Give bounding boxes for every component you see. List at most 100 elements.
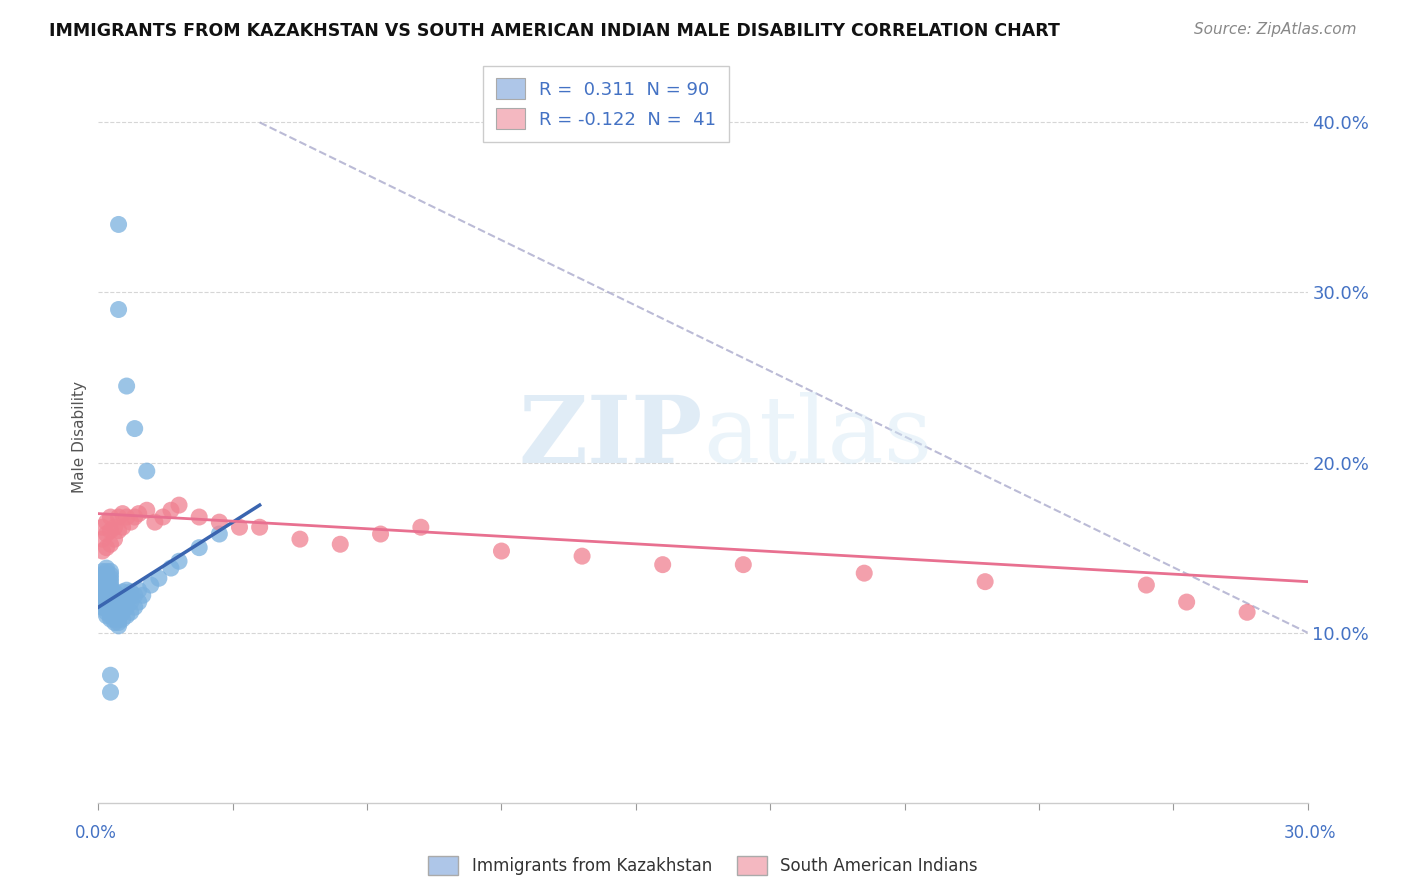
Point bbox=[288, 532, 311, 546]
Point bbox=[152, 510, 174, 524]
Point bbox=[100, 571, 122, 585]
Point bbox=[103, 532, 125, 546]
Point bbox=[208, 527, 231, 541]
Point bbox=[91, 532, 114, 546]
Point bbox=[329, 537, 352, 551]
Point bbox=[96, 608, 118, 623]
Point bbox=[96, 578, 118, 592]
Point bbox=[107, 302, 129, 317]
Point bbox=[91, 591, 114, 606]
Point bbox=[111, 520, 134, 534]
Point bbox=[1236, 605, 1258, 619]
Point bbox=[111, 507, 134, 521]
Point bbox=[100, 595, 122, 609]
Point bbox=[143, 515, 166, 529]
Point bbox=[100, 585, 122, 599]
Point bbox=[103, 585, 125, 599]
Point bbox=[188, 510, 211, 524]
Point bbox=[128, 595, 150, 609]
Point bbox=[100, 565, 122, 579]
Point bbox=[120, 605, 142, 619]
Point bbox=[100, 588, 122, 602]
Point bbox=[111, 605, 134, 619]
Point bbox=[111, 591, 134, 606]
Point bbox=[96, 605, 118, 619]
Point bbox=[167, 554, 190, 568]
Point bbox=[115, 510, 138, 524]
Point bbox=[96, 567, 118, 582]
Point bbox=[1175, 595, 1198, 609]
Point bbox=[124, 421, 146, 435]
Point bbox=[103, 615, 125, 630]
Point bbox=[107, 510, 129, 524]
Point bbox=[107, 619, 129, 633]
Point bbox=[100, 578, 122, 592]
Point bbox=[96, 585, 118, 599]
Point bbox=[128, 507, 150, 521]
Point bbox=[100, 602, 122, 616]
Point bbox=[91, 578, 114, 592]
Point bbox=[148, 571, 170, 585]
Point bbox=[107, 218, 129, 232]
Point bbox=[100, 537, 122, 551]
Point bbox=[160, 561, 183, 575]
Point bbox=[100, 599, 122, 613]
Point bbox=[91, 585, 114, 599]
Point bbox=[208, 515, 231, 529]
Point bbox=[91, 571, 114, 585]
Point bbox=[120, 585, 142, 599]
Point bbox=[91, 520, 114, 534]
Point bbox=[107, 591, 129, 606]
Point bbox=[96, 588, 118, 602]
Point bbox=[103, 612, 125, 626]
Point bbox=[96, 541, 118, 555]
Point bbox=[111, 612, 134, 626]
Point bbox=[228, 520, 250, 534]
Point bbox=[115, 379, 138, 393]
Point bbox=[107, 588, 129, 602]
Point bbox=[91, 567, 114, 582]
Point bbox=[103, 599, 125, 613]
Point bbox=[107, 524, 129, 538]
Point bbox=[96, 561, 118, 575]
Point bbox=[91, 544, 114, 558]
Point bbox=[107, 595, 129, 609]
Point bbox=[115, 600, 138, 615]
Point bbox=[100, 608, 122, 623]
Point bbox=[115, 608, 138, 623]
Point bbox=[103, 608, 125, 623]
Point bbox=[733, 558, 755, 572]
Y-axis label: Male Disability: Male Disability bbox=[72, 381, 87, 493]
Point bbox=[128, 583, 150, 598]
Point bbox=[100, 591, 122, 606]
Point bbox=[96, 602, 118, 616]
Point bbox=[1135, 578, 1157, 592]
Point bbox=[107, 615, 129, 630]
Text: 0.0%: 0.0% bbox=[75, 824, 117, 842]
Point bbox=[96, 591, 118, 606]
Point bbox=[96, 574, 118, 589]
Point bbox=[103, 605, 125, 619]
Point bbox=[107, 599, 129, 613]
Point bbox=[249, 520, 271, 534]
Point bbox=[974, 574, 997, 589]
Legend: R =  0.311  N = 90, R = -0.122  N =  41: R = 0.311 N = 90, R = -0.122 N = 41 bbox=[484, 66, 730, 142]
Point bbox=[135, 503, 157, 517]
Point bbox=[167, 498, 190, 512]
Point bbox=[96, 515, 118, 529]
Point bbox=[160, 503, 183, 517]
Point bbox=[100, 668, 122, 682]
Point bbox=[100, 612, 122, 626]
Point bbox=[91, 574, 114, 589]
Text: 30.0%: 30.0% bbox=[1284, 824, 1337, 842]
Point bbox=[651, 558, 673, 572]
Point bbox=[96, 595, 118, 609]
Point bbox=[124, 510, 146, 524]
Point bbox=[853, 566, 876, 581]
Point bbox=[370, 527, 392, 541]
Legend: Immigrants from Kazakhstan, South American Indians: Immigrants from Kazakhstan, South Americ… bbox=[422, 849, 984, 881]
Point bbox=[100, 524, 122, 538]
Point bbox=[111, 599, 134, 613]
Point bbox=[124, 600, 146, 615]
Point bbox=[115, 583, 138, 598]
